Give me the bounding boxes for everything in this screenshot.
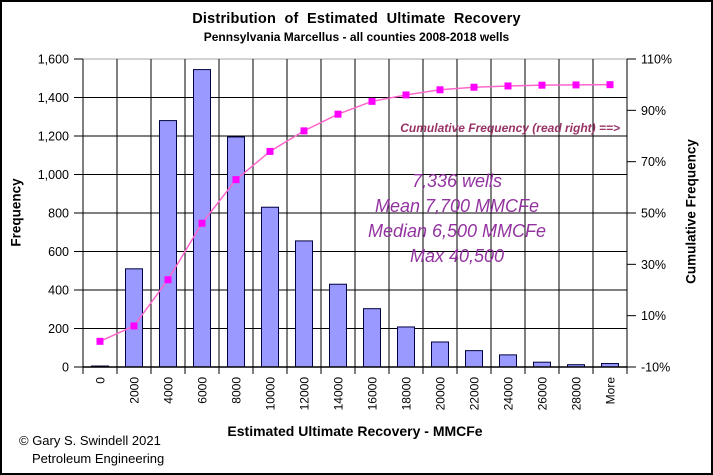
y-axis-tick-label: 800 xyxy=(48,207,69,221)
cumulative-marker-12000 xyxy=(300,127,308,135)
x-axis-tick-label: More xyxy=(604,377,618,405)
bar-6000 xyxy=(193,69,211,368)
stats-line-max: Max 40,500 xyxy=(409,246,505,266)
x-axis-tick-label: 20000 xyxy=(434,377,448,411)
x-axis-tick-label: 6000 xyxy=(196,377,210,404)
y2-axis-title: Cumulative Frequency xyxy=(683,139,699,284)
copyright-text: © Gary S. Swindell 2021 xyxy=(19,433,161,448)
x-axis-tick-label: 12000 xyxy=(298,377,312,411)
y2-axis-tick-label: 110% xyxy=(641,53,672,67)
cumulative-marker-4000 xyxy=(164,276,172,284)
chart-subtitle: Pennsylvania Marcellus - all counties 20… xyxy=(203,30,510,44)
cumulative-marker-18000 xyxy=(402,91,410,99)
y2-axis-tick-label: 90% xyxy=(641,104,666,118)
y2-axis-tick-label: 70% xyxy=(641,155,666,169)
cumulative-line xyxy=(99,83,611,343)
cumulative-marker-22000 xyxy=(470,83,478,91)
x-axis-tick-label: 0 xyxy=(94,377,108,384)
cumulative-marker-28000 xyxy=(572,81,580,89)
bar-22000 xyxy=(465,350,483,368)
x-axis-tick-label: 4000 xyxy=(162,377,176,404)
x-axis-tick-label: 18000 xyxy=(400,377,414,411)
x-axis-tick-label: 16000 xyxy=(366,377,380,411)
cumulative-marker-8000 xyxy=(232,176,240,184)
cumulative-series-label: Cumulative Frequency (read right) ==> xyxy=(400,121,620,135)
y-axis-title: Frequency xyxy=(8,178,24,247)
y2-axis-tick-label: 30% xyxy=(641,258,666,272)
bar-24000 xyxy=(499,354,517,368)
x-axis-tick-label: 10000 xyxy=(264,377,278,411)
bar-4000 xyxy=(159,120,177,368)
x-axis-title: Estimated Ultimate Recovery - MMCFe xyxy=(227,423,483,439)
cumulative-marker-16000 xyxy=(368,97,376,105)
y-axis-tick-label: 1,000 xyxy=(38,168,69,182)
y2-axis-tick-label: -10% xyxy=(641,361,670,375)
cumulative-marker-More xyxy=(606,81,614,89)
x-axis-tick-label: 22000 xyxy=(468,377,482,411)
y-axis-tick-label: 400 xyxy=(48,284,69,298)
cumulative-marker-20000 xyxy=(436,86,444,94)
y-axis-tick-label: 1,200 xyxy=(38,130,69,144)
x-axis-tick-label: 14000 xyxy=(332,377,346,411)
cumulative-marker-2000 xyxy=(130,322,138,330)
cumulative-marker-24000 xyxy=(504,82,512,90)
x-axis-tick-label: 8000 xyxy=(230,377,244,404)
cumulative-marker-0 xyxy=(96,337,104,345)
bar-8000 xyxy=(227,136,245,368)
stats-line-wells: 7,336 wells xyxy=(411,171,503,191)
bar-14000 xyxy=(329,283,347,368)
stats-line-mean: Mean 7,700 MMCFe xyxy=(374,196,540,216)
y2-axis-tick-label: 50% xyxy=(641,207,666,221)
bar-10000 xyxy=(261,206,279,368)
y2-axis-tick-label: 10% xyxy=(641,309,666,323)
cumulative-marker-10000 xyxy=(266,147,274,155)
bar-16000 xyxy=(363,308,381,368)
y-axis-tick-label: 1,400 xyxy=(38,91,69,105)
y-axis-tick-label: 600 xyxy=(48,245,69,259)
y-axis-tick-label: 0 xyxy=(62,361,69,375)
x-axis-tick-label: 26000 xyxy=(536,377,550,411)
y-axis-tick-label: 200 xyxy=(48,322,69,336)
y-axis-tick-label: 1,600 xyxy=(38,53,69,67)
chart-title: Distribution of Estimated Ultimate Recov… xyxy=(192,11,521,27)
cumulative-marker-26000 xyxy=(538,81,546,89)
stats-annotation: 7,336 wells Mean 7,700 MMCFe Median 6,50… xyxy=(282,169,632,269)
organization-text: Petroleum Engineering xyxy=(32,451,165,466)
cumulative-marker-14000 xyxy=(334,110,342,118)
bar-18000 xyxy=(397,326,415,368)
bar-20000 xyxy=(431,341,449,368)
x-axis-tick-label: 28000 xyxy=(570,377,584,411)
x-axis-tick-label: 24000 xyxy=(502,377,516,411)
stats-line-median: Median 6,500 MMCFe xyxy=(367,221,547,241)
x-axis-tick-label: 2000 xyxy=(128,377,142,404)
cumulative-marker-6000 xyxy=(198,219,206,227)
